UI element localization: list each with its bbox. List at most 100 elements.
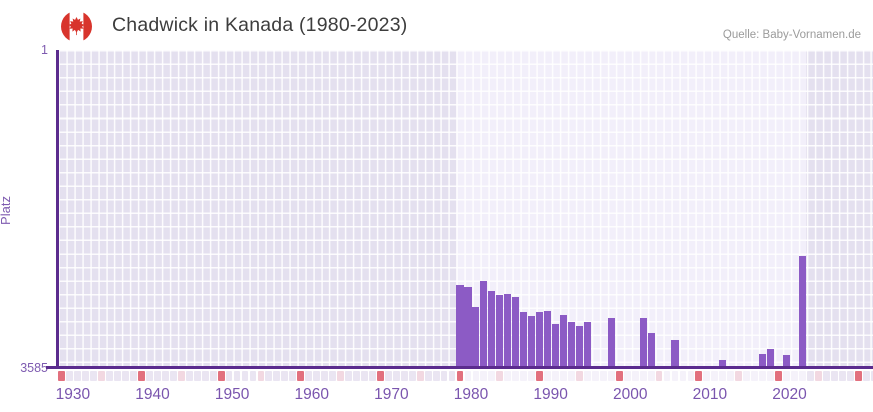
strip-cell-1968 <box>361 370 368 381</box>
bar-1987[interactable] <box>512 296 520 368</box>
strip-cell-1971 <box>384 370 392 381</box>
strip-cell-2004 <box>647 370 655 381</box>
strip-cell-1985 <box>496 370 504 381</box>
bar-2018[interactable] <box>759 353 767 368</box>
strip-cell-1981 <box>464 370 472 381</box>
strip-cell-1966 <box>345 370 352 381</box>
x-tick-label-1950: 1950 <box>214 386 250 403</box>
bar-1986[interactable] <box>504 293 512 368</box>
strip-cell-1987 <box>512 370 520 381</box>
bar-2023[interactable] <box>798 255 806 368</box>
strip-cell-1934 <box>90 370 98 381</box>
strip-cell-2025 <box>814 370 822 381</box>
bar-2004[interactable] <box>647 332 655 368</box>
bar-1996[interactable] <box>583 321 591 368</box>
bar-1992[interactable] <box>552 324 560 368</box>
source-label: Quelle: Baby-Vornamen.de <box>722 29 861 41</box>
bar-2021[interactable] <box>782 354 791 368</box>
strip-cell-2011 <box>703 370 711 381</box>
strip-cell-2014 <box>727 370 735 381</box>
x-tick-label-1970: 1970 <box>374 386 409 403</box>
bar-2019[interactable] <box>767 349 775 368</box>
strip-cell-1937 <box>114 370 121 381</box>
strip-cell-1945 <box>177 370 185 381</box>
strip-cell-1989 <box>528 370 536 381</box>
bar-2007[interactable] <box>671 339 679 368</box>
bar-1995[interactable] <box>575 325 583 368</box>
bar-1984[interactable] <box>488 290 496 368</box>
y-axis-title: Platz <box>0 196 13 225</box>
strip-cell-1954 <box>249 370 257 381</box>
strip-cell-1979 <box>448 370 456 381</box>
bar-1989[interactable] <box>528 316 536 368</box>
strip-cell-1997 <box>591 370 599 381</box>
x-axis-strip <box>0 370 873 381</box>
bar-1990[interactable] <box>536 311 544 368</box>
strip-cell-2009 <box>687 370 695 381</box>
x-tick-label-2020: 2020 <box>772 386 807 403</box>
strip-cell-2021 <box>783 370 790 381</box>
strip-cell-1947 <box>193 370 201 381</box>
bar-2003[interactable] <box>639 317 647 368</box>
strip-cell-1949 <box>209 370 217 381</box>
x-tick-label-1980: 1980 <box>453 386 489 403</box>
strip-cell-1972 <box>392 370 400 381</box>
strip-cell-1994 <box>568 370 575 381</box>
strip-cell-1980 <box>456 370 464 381</box>
strip-cell-1931 <box>66 370 74 381</box>
strip-cell-2017 <box>751 370 759 381</box>
strip-cell-1956 <box>265 370 273 381</box>
strip-cell-2029 <box>846 370 854 381</box>
bar-1983[interactable] <box>480 280 488 368</box>
strip-cell-2002 <box>631 370 639 381</box>
bar-1980[interactable] <box>456 285 464 368</box>
strip-cell-1984 <box>488 370 496 381</box>
x-axis-line <box>46 366 873 369</box>
y-tick-top: 1 <box>41 43 48 57</box>
strip-cell-1932 <box>74 370 82 381</box>
bar-1982[interactable] <box>472 306 480 368</box>
strip-cell-2023 <box>799 370 806 381</box>
strip-cell-2027 <box>830 370 838 381</box>
bar-2013[interactable] <box>719 359 727 368</box>
bar-1993[interactable] <box>559 315 568 368</box>
strip-cell-2026 <box>822 370 830 381</box>
x-tick-label-1930: 1930 <box>55 386 91 403</box>
bar-1999[interactable] <box>607 317 615 368</box>
strip-cell-1942 <box>154 370 161 381</box>
strip-cell-1995 <box>576 370 583 381</box>
strip-cell-2024 <box>806 370 814 381</box>
strip-cell-2031 <box>862 370 870 381</box>
strip-cell-2030 <box>854 370 862 381</box>
strip-cell-1974 <box>408 370 416 381</box>
strip-cell-1963 <box>321 370 329 381</box>
strip-cell-1943 <box>161 370 169 381</box>
strip-cell-1953 <box>241 370 249 381</box>
strip-cell-1962 <box>313 370 321 381</box>
strip-cell-1957 <box>273 370 281 381</box>
strip-cell-1973 <box>400 370 408 381</box>
x-axis-tick-labels: 1930 1940 1950 1960 1970 1980 1990 2000 2010 2020 <box>0 386 873 406</box>
strip-cell-1941 <box>146 370 153 381</box>
bar-1994[interactable] <box>567 321 576 368</box>
strip-cell-1950 <box>217 370 225 381</box>
bar-1985[interactable] <box>496 294 504 368</box>
strip-cell-2000 <box>615 370 623 381</box>
strip-cell-2032 <box>870 370 873 381</box>
strip-cell-2022 <box>791 370 798 381</box>
bar-1991[interactable] <box>544 310 552 368</box>
plot-area <box>57 50 873 368</box>
bar-1981[interactable] <box>464 286 472 368</box>
strip-cell-2005 <box>655 370 663 381</box>
strip-cell-1964 <box>329 370 336 381</box>
strip-cell-1960 <box>297 370 305 381</box>
x-tick-label-1960: 1960 <box>294 386 329 403</box>
bar-1988[interactable] <box>520 311 528 368</box>
strip-cell-2028 <box>838 370 846 381</box>
strip-cell-1944 <box>169 370 177 381</box>
strip-cell-1992 <box>552 370 559 381</box>
strip-cell-1976 <box>424 370 432 381</box>
strip-cell-1938 <box>122 370 129 381</box>
strip-cell-2008 <box>679 370 687 381</box>
strip-cell-1940 <box>138 370 145 381</box>
